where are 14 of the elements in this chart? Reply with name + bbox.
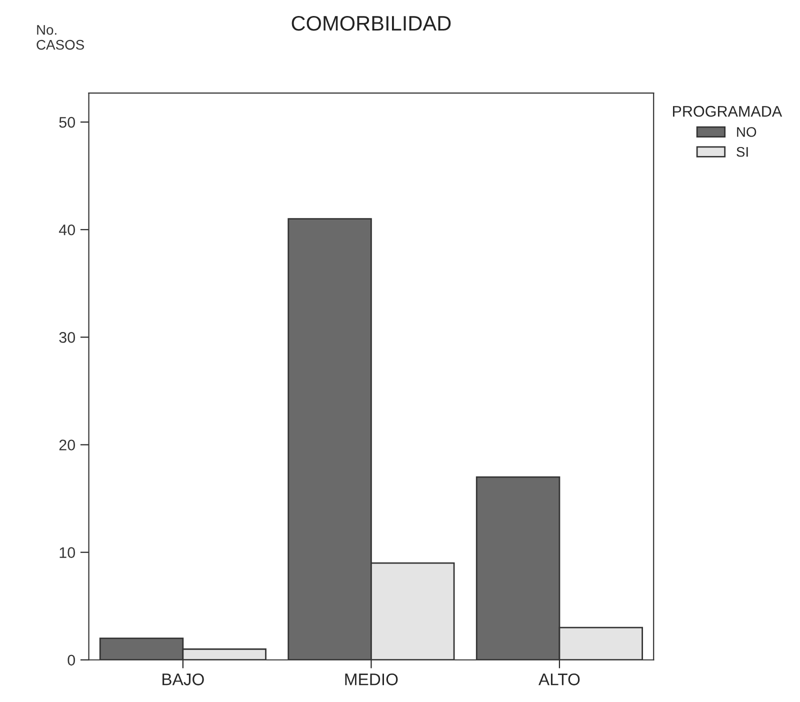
y-axis-title: No. CASOS bbox=[36, 25, 84, 50]
chart-title: COMORBILIDAD bbox=[292, 16, 451, 31]
y-tick-label: 20 bbox=[59, 440, 76, 450]
legend-label: SI bbox=[736, 146, 748, 157]
y-tick-label: 40 bbox=[58, 224, 76, 236]
legend-title: PROGRAMADA bbox=[673, 106, 782, 117]
x-tick-label: BAJO bbox=[162, 674, 204, 686]
y-tick-label: 0 bbox=[68, 654, 76, 666]
x-tick-label: ALTO bbox=[538, 674, 580, 686]
y-tick-label: 30 bbox=[59, 332, 76, 343]
x-tick-label: MEDIO bbox=[345, 674, 398, 686]
y-tick-label: 50 bbox=[59, 116, 76, 128]
legend-label: NO bbox=[737, 127, 756, 137]
y-tick-label: 10 bbox=[60, 547, 76, 558]
